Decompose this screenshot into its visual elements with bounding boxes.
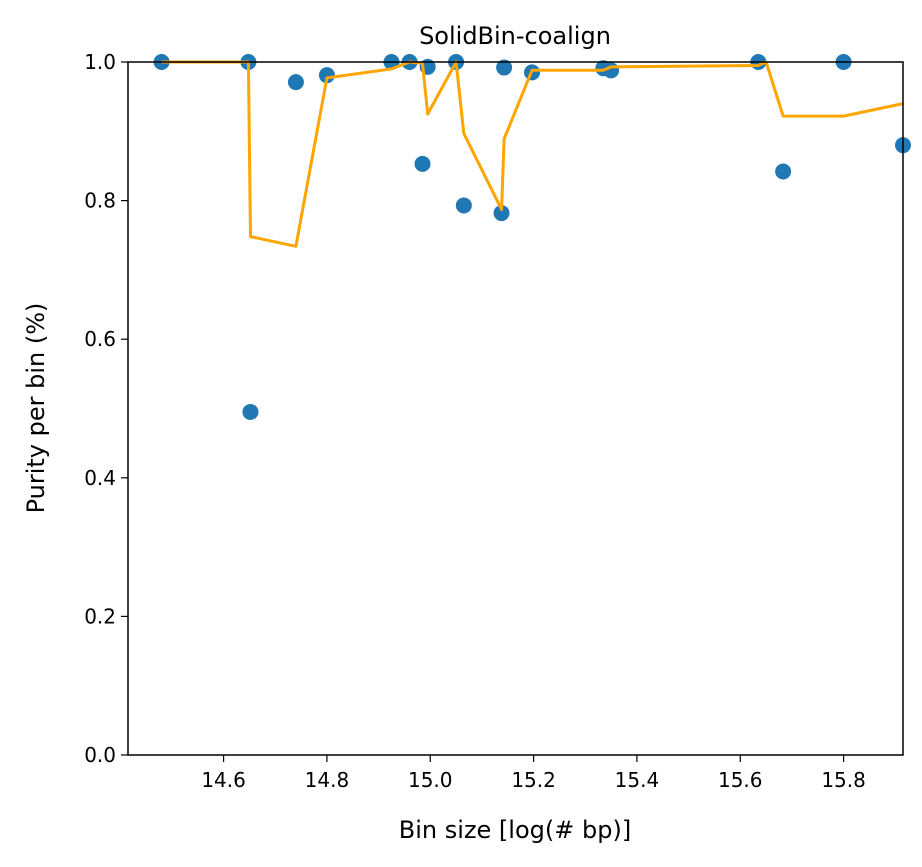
x-tick-label: 15.2 (511, 768, 556, 792)
x-tick-label: 14.6 (201, 768, 246, 792)
y-tick-label: 0.6 (84, 327, 116, 351)
y-tick-label: 0.8 (84, 189, 116, 213)
chart-title: SolidBin-coalign (419, 22, 611, 50)
x-axis: 14.6 14.8 15.0 15.2 15.4 15.6 15.8 (201, 755, 866, 792)
y-tick-label: 0.0 (84, 743, 116, 767)
y-tick-label: 1.0 (84, 50, 116, 74)
scatter-point (287, 74, 304, 91)
x-tick-label: 15.0 (408, 768, 453, 792)
x-tick-label: 15.8 (821, 768, 866, 792)
scatter-point (242, 403, 259, 420)
scatter-point (775, 163, 792, 180)
x-tick-label: 15.6 (718, 768, 763, 792)
x-tick-label: 14.8 (305, 768, 350, 792)
y-axis-label: Purity per bin (%) (22, 303, 50, 514)
y-axis: 0.0 0.2 0.4 0.6 0.8 1.0 (84, 50, 128, 767)
trend-line (161, 60, 904, 248)
plot-area (153, 54, 911, 420)
scatter-point (455, 197, 472, 214)
x-tick-label: 15.4 (615, 768, 660, 792)
scatter-point (496, 59, 513, 76)
plot-frame (127, 61, 904, 756)
scatter-point (493, 205, 510, 222)
y-tick-label: 0.2 (84, 604, 116, 628)
x-axis-label: Bin size [log(# bp)] (399, 816, 631, 844)
y-tick-label: 0.4 (84, 466, 116, 490)
scatter-point (414, 155, 431, 172)
data-layer (153, 54, 911, 420)
scatter-point (318, 67, 335, 84)
